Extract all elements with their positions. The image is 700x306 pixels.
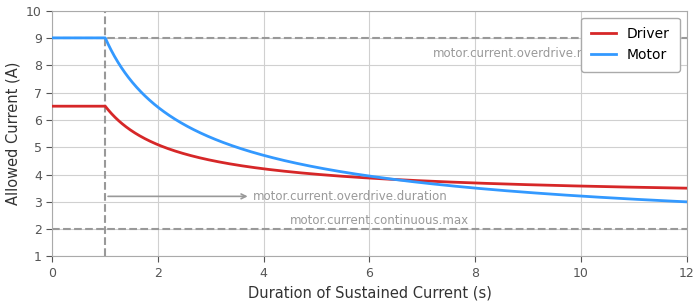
Driver	[682, 186, 691, 190]
X-axis label: Duration of Sustained Current (s): Duration of Sustained Current (s)	[248, 285, 491, 300]
Motor	[307, 165, 316, 168]
Motor	[93, 36, 102, 40]
Motor	[48, 36, 57, 40]
Driver	[307, 172, 316, 176]
Line: Motor: Motor	[52, 38, 687, 202]
Driver	[535, 183, 543, 187]
Text: motor.current.continuous.max: motor.current.continuous.max	[290, 214, 469, 227]
Driver	[48, 104, 57, 108]
Legend: Driver, Motor: Driver, Motor	[581, 17, 680, 72]
Motor	[535, 191, 543, 195]
Driver	[76, 104, 85, 108]
Line: Driver: Driver	[52, 106, 687, 188]
Motor	[657, 199, 666, 203]
Text: motor.current.overdrive.duration: motor.current.overdrive.duration	[108, 190, 448, 203]
Motor	[76, 36, 85, 40]
Driver	[657, 186, 666, 190]
Driver	[93, 104, 102, 108]
Motor	[682, 200, 691, 204]
Y-axis label: Allowed Current (A): Allowed Current (A)	[6, 62, 20, 205]
Text: motor.current.overdrive.max: motor.current.overdrive.max	[433, 47, 603, 61]
Driver	[204, 158, 213, 162]
Motor	[204, 135, 213, 139]
